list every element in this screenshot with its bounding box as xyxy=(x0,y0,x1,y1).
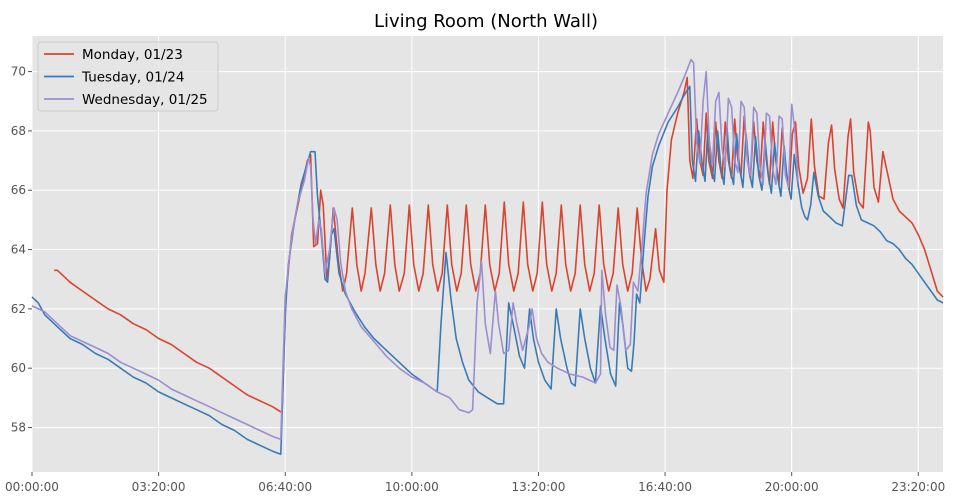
y-axis-ticks: 58 60 62 64 66 68 70 xyxy=(11,65,32,435)
x-tick-label: 03:20:00 xyxy=(132,480,186,494)
x-tick-label: 20:00:00 xyxy=(765,480,819,494)
x-tick-label: 23:20:00 xyxy=(891,480,945,494)
y-tick-label: 64 xyxy=(11,243,26,257)
y-tick-label: 68 xyxy=(11,124,26,138)
chart-title: Living Room (North Wall) xyxy=(374,11,598,32)
legend-label: Monday, 01/23 xyxy=(82,47,183,63)
x-tick-label: 10:00:00 xyxy=(385,480,439,494)
y-tick-label: 70 xyxy=(11,65,26,79)
y-tick-label: 58 xyxy=(11,421,26,435)
series-line-1 xyxy=(54,76,944,414)
grid xyxy=(31,36,943,472)
y-tick-label: 62 xyxy=(11,302,26,316)
series-line-3 xyxy=(31,58,799,441)
x-tick-label: 06:40:00 xyxy=(258,480,312,494)
x-tick-label: 13:20:00 xyxy=(512,480,566,494)
x-tick-label: 16:40:00 xyxy=(638,480,692,494)
series-lines xyxy=(31,58,944,455)
y-tick-label: 60 xyxy=(11,361,26,375)
x-axis-ticks: 00:00:00 03:20:00 06:40:00 10:00:00 13:20:00… xyxy=(5,472,945,494)
legend-label: Tuesday, 01/24 xyxy=(81,70,184,86)
legend-label: Wednesday, 01/25 xyxy=(82,92,208,108)
y-tick-label: 66 xyxy=(11,183,26,197)
legend: Monday, 01/23 Tuesday, 01/24 Wednesday, 01… xyxy=(37,41,219,112)
series-line-2 xyxy=(31,85,944,455)
x-tick-label: 00:00:00 xyxy=(5,480,59,494)
legend-box xyxy=(37,41,219,112)
